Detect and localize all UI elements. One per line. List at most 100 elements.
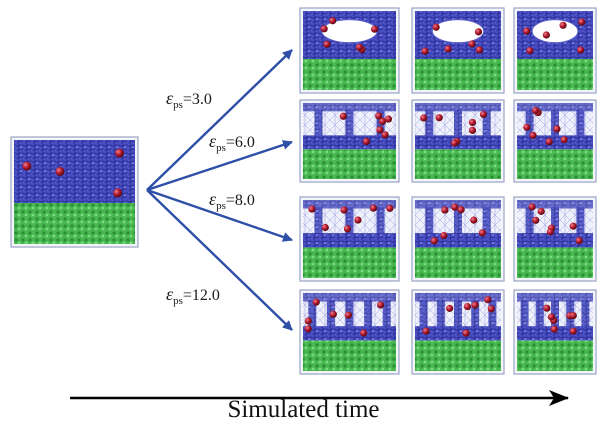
particle: [569, 222, 577, 230]
particle: [441, 206, 449, 214]
particle: [560, 136, 568, 144]
polymer-bridge: [425, 109, 434, 138]
polymer-bridge: [535, 300, 544, 329]
snapshot-row4-col1: [299, 289, 400, 375]
branch-arrow-2: [146, 140, 293, 192]
particle: [376, 126, 384, 134]
particle: [421, 47, 429, 55]
polymer-bridge: [425, 207, 434, 236]
particle: [528, 203, 536, 211]
polymer-top-band: [303, 293, 396, 302]
particle: [550, 325, 558, 333]
particle: [487, 305, 495, 313]
polymer-bottom-band: [303, 135, 396, 150]
particle: [312, 298, 320, 306]
snapshot-row4-col2: [411, 289, 505, 375]
particle: [381, 131, 389, 139]
particle: [321, 223, 329, 232]
particle: [344, 311, 353, 319]
polymer-bridge: [551, 207, 559, 236]
polymer-bridge: [551, 300, 559, 329]
substrate-layer: [415, 247, 501, 278]
substrate-layer: [303, 149, 396, 179]
particle: [115, 148, 125, 158]
polymer-top-band: [303, 103, 396, 112]
polymer-top-band: [415, 103, 501, 112]
particle: [375, 112, 383, 120]
polymer-bridge: [454, 300, 462, 329]
polymer-bridge: [436, 300, 445, 329]
particle: [484, 296, 492, 304]
particle: [360, 329, 368, 337]
polymer-bottom-band: [303, 233, 396, 248]
particle: [384, 115, 393, 123]
particle: [362, 137, 371, 146]
particle: [355, 43, 363, 51]
particle: [354, 216, 362, 224]
initial-simulation-box: [10, 136, 139, 248]
snapshot-row2-col2: [411, 99, 505, 183]
polymer-top-band: [415, 200, 501, 209]
snapshot-row3-col3: [513, 196, 597, 282]
epsilon-label-4: εps=12.0: [166, 284, 220, 307]
polymer-bridge: [581, 300, 590, 329]
particle: [543, 304, 551, 312]
particle: [462, 329, 470, 337]
particle: [304, 325, 312, 333]
polymer-bridge: [482, 207, 491, 236]
polymer-bridge: [345, 207, 354, 236]
particle: [329, 310, 337, 318]
snapshot-row3-col1: [299, 196, 400, 282]
branch-arrow-4: [146, 189, 293, 331]
branch-arrow-1: [146, 49, 293, 191]
polymer-bridge: [419, 300, 428, 329]
polymer-bridge: [525, 207, 534, 236]
polymer-bridge: [454, 109, 462, 138]
polymer-bridge: [308, 300, 317, 329]
polymer-bridge: [525, 109, 534, 138]
substrate-layer: [303, 247, 396, 278]
particle: [457, 206, 465, 214]
cavity: [531, 19, 579, 44]
snapshot-row3-col2: [411, 196, 505, 282]
particle: [478, 229, 487, 237]
particle: [420, 114, 428, 122]
epsilon-label-3: εps=8.0: [209, 189, 255, 212]
polymer-top-band: [415, 293, 501, 302]
polymer-top-band: [517, 103, 593, 112]
substrate-layer: [415, 340, 501, 371]
particle: [523, 27, 531, 35]
polymer-bridge: [314, 109, 323, 138]
polymer-top-band: [517, 200, 593, 209]
particle: [532, 216, 540, 224]
particle: [545, 138, 553, 146]
polymer-bottom-band: [415, 233, 501, 248]
polymer-bridge: [576, 109, 585, 138]
polymer-bridge: [520, 300, 529, 329]
substrate-layer: [517, 340, 593, 371]
particle: [440, 231, 448, 240]
particle: [546, 228, 554, 236]
particle: [526, 47, 534, 55]
snapshot-row1-col2: [411, 7, 505, 94]
particle: [446, 304, 454, 312]
particle: [430, 237, 438, 245]
particle: [559, 21, 567, 29]
branch-arrows: [146, 49, 293, 331]
particle: [529, 131, 537, 139]
substrate-layer: [415, 59, 501, 90]
snapshot-row1-col3: [513, 7, 597, 94]
particle: [435, 114, 443, 122]
particle: [432, 23, 440, 31]
substrate-layer: [14, 203, 135, 244]
simulated-time-label: Simulated time: [227, 396, 380, 423]
polymer-bottom-band: [415, 326, 501, 341]
polymer-bridge: [345, 109, 354, 138]
polymer-bridge: [376, 207, 385, 236]
particle: [450, 139, 459, 147]
particle: [386, 204, 394, 212]
polymer-bridge: [482, 109, 491, 138]
polymer-bridge: [576, 207, 585, 236]
initial-box-render: [10, 136, 139, 248]
polymer-bridge: [551, 109, 559, 138]
